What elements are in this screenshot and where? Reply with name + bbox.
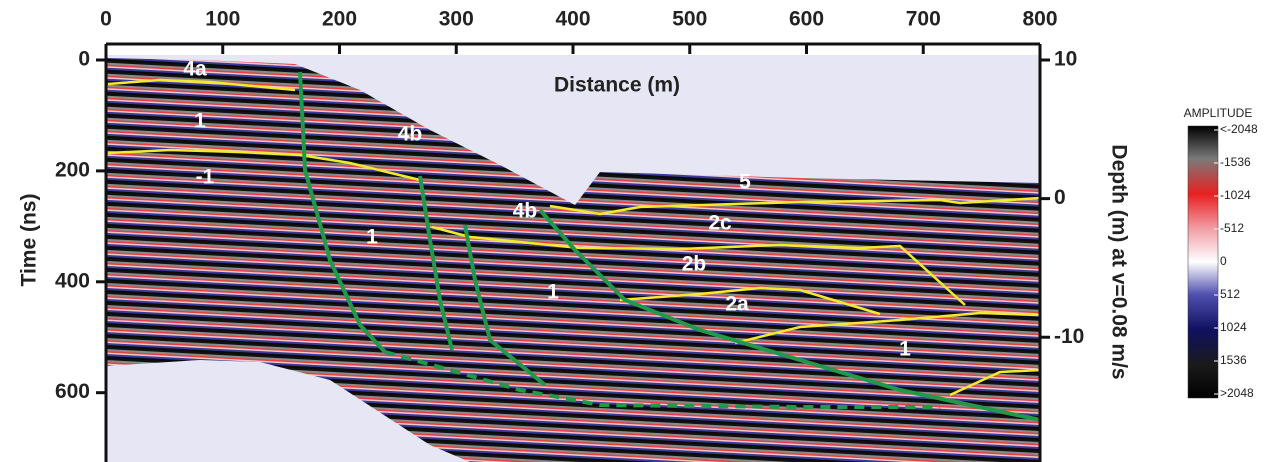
colorbar-tick-label: -1024: [1220, 188, 1251, 202]
y-axis-label: Time (ns): [18, 194, 41, 287]
annotation: 1: [899, 338, 911, 361]
annotation: 2a: [725, 293, 749, 316]
colorbar-tick-label: 1024: [1220, 320, 1247, 334]
colorbar-tick-label: -512: [1220, 221, 1244, 235]
colorbar-tick-label: <-2048: [1220, 122, 1258, 136]
annotation: 2c: [708, 212, 732, 235]
colorbar-tick-label: >2048: [1220, 386, 1254, 400]
x-tick-label: 300: [439, 8, 474, 31]
x-tick-label: 0: [100, 8, 112, 31]
annotation: 4b: [513, 200, 538, 223]
y2-tick-label: 0: [1054, 186, 1066, 209]
y-tick-label: 600: [55, 380, 90, 403]
colorbar: [1188, 126, 1218, 398]
x-tick-label: 800: [1022, 8, 1057, 31]
colorbar-tick-label: 0: [1220, 254, 1227, 268]
annotation: 1: [547, 281, 559, 304]
y2-tick-label: -10: [1054, 325, 1084, 348]
figure: Distance (m) Time (ns) Depth (m) at v=0.…: [0, 0, 1283, 462]
colorbar-title: AMPLITUDE: [1184, 106, 1253, 120]
y2-tick-label: 10: [1054, 48, 1077, 71]
x-tick-label: 200: [322, 8, 357, 31]
annotation: 5: [739, 171, 751, 194]
annotation: 2b: [682, 253, 707, 276]
x-axis-label: Distance (m): [554, 74, 680, 97]
x-tick-label: 700: [906, 8, 941, 31]
y-tick-label: 0: [78, 48, 90, 71]
x-tick-label: 100: [205, 8, 240, 31]
y2-axis-label: Depth (m) at v=0.08 m/s: [1107, 144, 1130, 379]
colorbar-tick-label: 1536: [1220, 353, 1247, 367]
y-tick-label: 200: [55, 158, 90, 181]
colorbar-tick-label: -1536: [1220, 155, 1251, 169]
colorbar-tick-label: 512: [1220, 287, 1240, 301]
annotation: -1: [196, 166, 215, 189]
annotation: 1: [366, 226, 378, 249]
annotation: 4b: [398, 123, 423, 146]
annotation: 1: [194, 110, 206, 133]
x-tick-label: 400: [555, 8, 590, 31]
x-tick-label: 500: [672, 8, 707, 31]
annotation: 4a: [183, 58, 207, 81]
y-tick-label: 400: [55, 269, 90, 292]
x-tick-label: 600: [789, 8, 824, 31]
